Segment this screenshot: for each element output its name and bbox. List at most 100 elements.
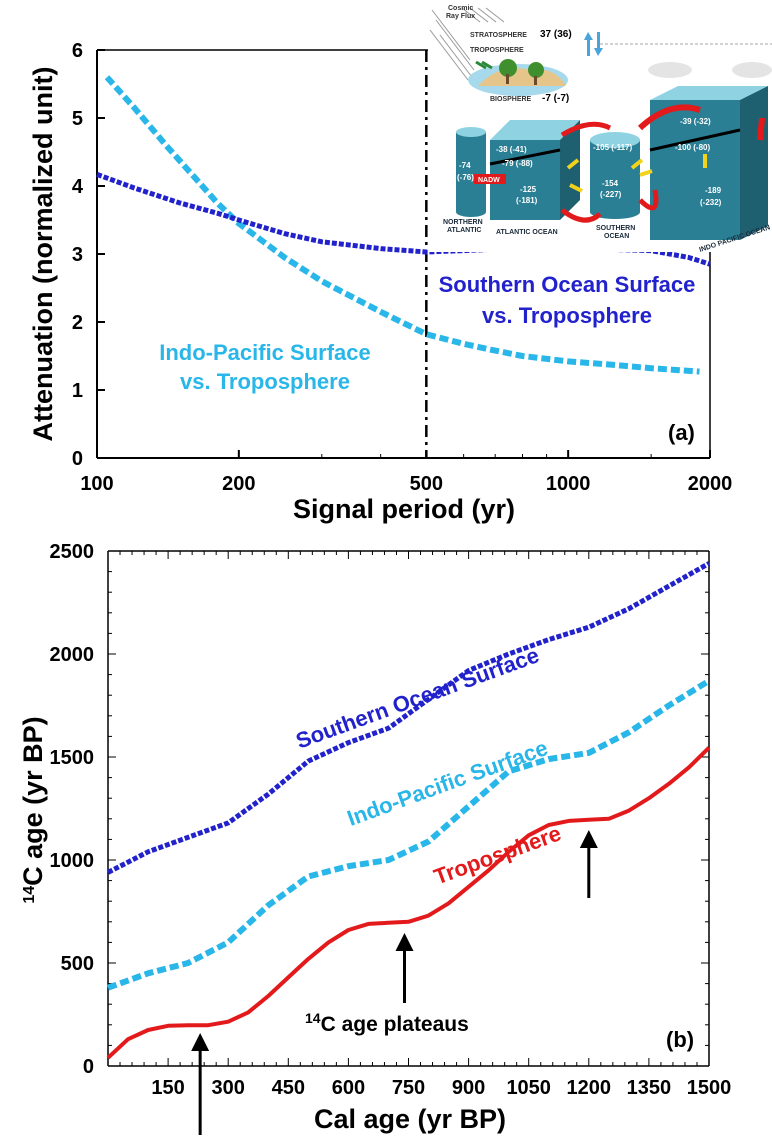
y-tick-label: 5 (72, 108, 83, 130)
southern-label: SOUTHERN (596, 225, 635, 232)
x-tick-label: 100 (80, 473, 113, 495)
y-tick-label: 500 (61, 953, 94, 975)
biosphere-value: -7 (-7) (542, 93, 569, 104)
indo-pacific-label-line1: Indo-Pacific Surface (159, 340, 371, 365)
y-title-rest: C age (yr BP) (18, 716, 48, 886)
cloud-icon (648, 62, 692, 78)
plateau-arrow-head (395, 933, 414, 951)
y-tick-label: 3 (72, 244, 83, 266)
plateau-superscript: 14 (305, 1010, 321, 1026)
x-tick-label: 1500 (687, 1077, 732, 1099)
plateau-arrow-head (191, 1033, 210, 1051)
series-line-southern-ocean (106, 561, 711, 875)
svg-text:(-76): (-76) (457, 173, 474, 182)
x-tick-label: 500 (410, 473, 443, 495)
southern-ocean-label-line2: vs. Troposphere (482, 303, 652, 328)
y-tick-label: 0 (72, 448, 83, 470)
svg-text:-125: -125 (520, 185, 537, 194)
svg-text:-189: -189 (705, 186, 722, 195)
panel-b-y-tick-labels: 0 500 1000 1500 2000 2500 (50, 541, 95, 1078)
ip-red-arrow (637, 104, 701, 131)
svg-text:NADW: NADW (478, 177, 500, 184)
panel-a-attenuation-chart: 100 200 500 1000 2000 0 1 2 3 4 5 6 Signal period … (28, 2, 772, 524)
atlantic-ocean-box: -38 (-41) -79 (-88) -125 (-181) NADW (474, 120, 580, 220)
x-tick-label: 1350 (627, 1077, 672, 1099)
svg-text:(-227): (-227) (600, 190, 622, 199)
y-tick-label: 1 (72, 380, 83, 402)
y-tick-label: 4 (72, 176, 84, 198)
y-tick-label: 0 (83, 1056, 94, 1078)
series-line-indo-pacific (104, 75, 700, 375)
biosphere-label: BIOSPHERE (490, 96, 532, 103)
x-tick-label: 300 (212, 1077, 245, 1099)
x-tick-label: 450 (272, 1077, 305, 1099)
northern-label: NORTHERN (443, 219, 483, 226)
x-tick-label: 900 (452, 1077, 485, 1099)
troposphere-label: Troposphere (431, 820, 565, 889)
atlantic-ocean-label: ATLANTIC OCEAN (496, 229, 558, 236)
panel-a-x-axis-title: Signal period (yr) (293, 494, 515, 524)
stratosphere-label: STRATOSPHERE (470, 32, 527, 39)
cloud-icon (732, 62, 772, 78)
indo-pacific-surface-label: Indo-Pacific Surface (344, 735, 551, 831)
svg-text:(-181): (-181) (516, 196, 538, 205)
strat-exchange-arrows (584, 32, 603, 56)
svg-text:-79 (-88): -79 (-88) (502, 159, 533, 168)
circulation-arrows (560, 121, 707, 223)
x-tick-label: 150 (151, 1077, 184, 1099)
atlantic-label: ATLANTIC (447, 227, 481, 234)
southern-ocean-label-line1: Southern Ocean Surface (439, 272, 696, 297)
indo-pacific-box: -39 (-32) -100 (-80) -189 (-232) (637, 86, 768, 240)
svg-text:-105 (-117): -105 (-117) (593, 143, 632, 152)
svg-text:-154: -154 (602, 179, 619, 188)
ocean-label: OCEAN (604, 233, 629, 240)
panel-a-y-axis-title: Attenuation (normalized unit) (28, 67, 58, 442)
panel-b-x-tick-labels: 150 300 450 600 750 900 1050 1200 1350 1500 (151, 1077, 731, 1099)
plateau-arrows (191, 830, 598, 1135)
x-tick-label: 750 (392, 1077, 425, 1099)
x-tick-label: 200 (222, 473, 255, 495)
ip-red-arrow-right (757, 117, 765, 141)
panel-b-radiocarbon-age-chart: 150 300 450 600 750 900 1050 1200 1350 1500 0 500 1… (18, 541, 731, 1135)
panel-a-tag: (a) (668, 420, 695, 445)
x-tick-label: 1200 (567, 1077, 612, 1099)
x-tick-label: 2000 (688, 473, 733, 495)
stratosphere-value: 37 (36) (540, 29, 572, 40)
y-tick-label: 2500 (50, 541, 95, 563)
tree-icon (528, 62, 544, 78)
x-tick-label: 1000 (546, 473, 591, 495)
series-line-troposphere (106, 746, 711, 1060)
tree-trunk (506, 74, 509, 84)
ray-flux-label: Ray Flux (446, 13, 475, 20)
y-tick-label: 6 (72, 40, 83, 62)
svg-text:-39 (-32): -39 (-32) (680, 117, 711, 126)
svg-text:-100 (-80): -100 (-80) (675, 143, 710, 152)
troposphere-label: TROPOSPHERE (470, 47, 524, 54)
plateau-label: 14C age plateaus (305, 1010, 469, 1036)
y-tick-label: 2000 (50, 644, 95, 666)
indo-pacific-label-line2: vs. Troposphere (180, 369, 350, 394)
nadw-arrow (474, 174, 506, 184)
svg-text:(-232): (-232) (700, 198, 722, 207)
plateau-arrow-head (579, 830, 598, 848)
southern-ocean-surface-label: Southern Ocean Surface (293, 642, 543, 753)
svg-text:-74: -74 (459, 161, 471, 170)
northern-atlantic-box: -74 (-76) (456, 127, 486, 217)
cosmic-label: Cosmic (448, 5, 473, 12)
panel-b-x-axis-title: Cal age (yr BP) (314, 1104, 506, 1134)
plateau-rest: C age plateaus (321, 1013, 469, 1036)
panel-a-x-tick-labels: 100 200 500 1000 2000 (80, 473, 732, 495)
panel-a-y-tick-labels: 0 1 2 3 4 5 6 (72, 40, 84, 470)
tree-icon (499, 59, 517, 77)
southern-ocean-box: -105 (-117) -154 (-227) (590, 132, 640, 219)
x-tick-label: 1050 (506, 1077, 551, 1099)
panel-b-tag: (b) (666, 1027, 694, 1052)
y-tick-label: 1500 (50, 747, 95, 769)
x-tick-label: 600 (332, 1077, 365, 1099)
bio-exchange-arrows (475, 60, 493, 70)
series-line-indo-pacific (106, 678, 711, 991)
panel-b-y-axis-title: 14C age (yr BP) (18, 716, 48, 903)
carbon-cycle-box-model-inset: Cosmic Ray Flux STRATOSPHERE 37 (36) TRO… (428, 2, 772, 254)
svg-text:-38 (-41): -38 (-41) (496, 145, 527, 154)
y-tick-label: 1000 (50, 850, 95, 872)
